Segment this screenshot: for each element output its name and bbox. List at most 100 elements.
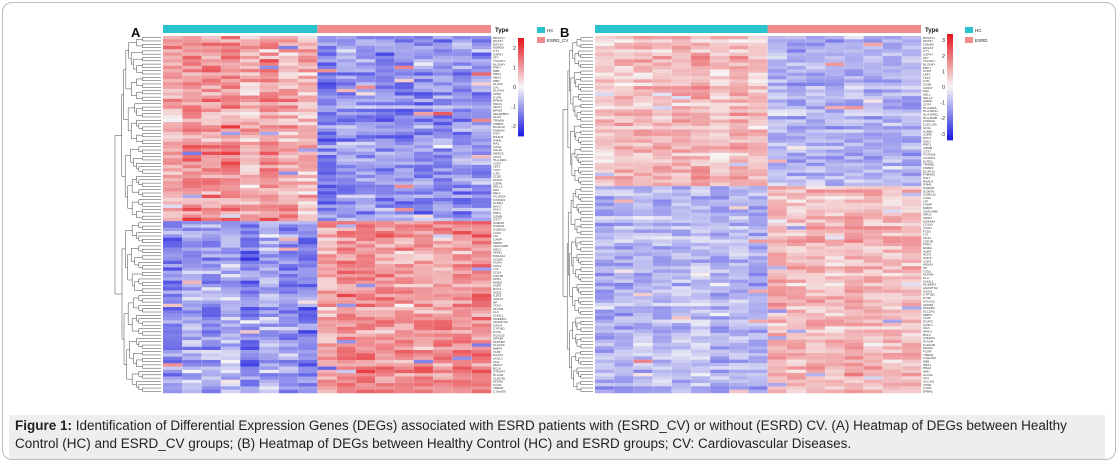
heatmap-cell <box>433 247 453 252</box>
heatmap-cell <box>182 240 202 245</box>
heatmap-cell <box>163 343 183 347</box>
heatmap-cell <box>298 178 318 182</box>
heatmap-cell <box>882 219 903 224</box>
heatmap-cell <box>394 42 415 47</box>
heatmap-cell <box>413 72 434 76</box>
heatmap-cell <box>298 333 318 338</box>
heatmap-cell <box>182 250 202 255</box>
heatmap-cell <box>882 59 903 63</box>
heatmap-cell <box>240 359 260 364</box>
heatmap-cell <box>278 145 299 149</box>
heatmap-cell <box>786 289 807 294</box>
heatmap-cell <box>767 376 788 380</box>
heatmap-cell <box>901 92 922 97</box>
gene-label: CA1 <box>493 85 499 89</box>
heatmap-cell <box>710 216 730 220</box>
heatmap-cell <box>201 181 222 185</box>
heatmap-cell <box>355 316 376 321</box>
heatmap-cell <box>633 252 653 257</box>
heatmap-cell <box>671 326 692 330</box>
heatmap-cell <box>298 369 318 374</box>
heatmap-cell <box>278 287 299 291</box>
heatmap-cell <box>413 164 434 169</box>
color-scale-tick: 1 <box>942 69 945 75</box>
heatmap-cell <box>882 322 903 327</box>
heatmap-cell <box>633 76 653 80</box>
heatmap-cell <box>317 316 337 321</box>
heatmap-cell <box>355 346 376 351</box>
heatmap-cell <box>786 359 807 364</box>
heatmap-cell <box>633 262 653 267</box>
heatmap-cell <box>452 383 473 387</box>
gene-label: AHSP <box>923 383 931 387</box>
heatmap-cell <box>844 49 864 53</box>
heatmap-cell <box>863 39 883 43</box>
heatmap-cell <box>182 214 202 219</box>
heatmap-cell <box>729 152 749 157</box>
heatmap-cell <box>471 346 492 351</box>
heatmap-cell <box>614 232 634 237</box>
heatmap-cell <box>182 174 202 179</box>
heatmap-cell <box>882 312 903 317</box>
heatmap-cell <box>452 125 473 129</box>
heatmap-cell <box>394 369 415 374</box>
heatmap-cell <box>163 194 183 199</box>
heatmap-cell <box>452 336 473 341</box>
heatmap-cell <box>259 359 280 364</box>
heatmap-cell <box>452 78 473 83</box>
heatmap-cell <box>882 316 903 320</box>
heatmap-cell <box>805 262 826 267</box>
heatmap-cell <box>220 184 241 189</box>
heatmap-cell <box>805 209 826 214</box>
heatmap-cell <box>786 99 807 103</box>
heatmap-cell <box>805 206 826 210</box>
dendrogram-branch <box>136 359 143 367</box>
gene-labels: RPS4Y1DDX3YKDM5DEIF1AYUTYUSP9YZFYTXLNGYN… <box>923 36 938 394</box>
heatmap-cell <box>805 292 826 297</box>
heatmap-cell <box>805 86 826 90</box>
heatmap-cell <box>614 209 634 214</box>
heatmap-cell <box>259 224 280 228</box>
heatmap-cell <box>614 296 634 300</box>
heatmap-cell <box>298 270 318 275</box>
heatmap-cell <box>336 244 357 248</box>
heatmap-cell <box>433 297 453 301</box>
color-scale-tick: -3 <box>940 132 945 138</box>
heatmap-cell <box>355 254 376 258</box>
heatmap-cell <box>394 75 415 80</box>
gene-label: NLGN4Y <box>923 63 935 67</box>
heatmap-cell <box>259 287 280 291</box>
dendrogram-branch <box>136 78 143 86</box>
color-scale-step <box>518 128 524 132</box>
heatmap-cell <box>394 383 415 387</box>
color-scale-step <box>947 87 953 91</box>
heatmap-cell <box>748 219 768 224</box>
heatmap-cell <box>471 214 492 219</box>
heatmap-cell <box>729 212 749 217</box>
heatmap-cell <box>317 171 337 176</box>
heatmap-cell <box>671 62 692 67</box>
heatmap-cell <box>471 356 492 361</box>
heatmap-cell <box>201 201 222 205</box>
heatmap-cell <box>452 283 473 288</box>
heatmap-cell <box>452 356 473 361</box>
heatmap-cell <box>882 352 903 357</box>
heatmap-cell <box>690 252 711 257</box>
heatmap-cell <box>471 39 492 43</box>
heatmap-cell <box>882 216 903 220</box>
heatmap-cell <box>182 62 202 66</box>
heatmap-cell <box>182 78 202 83</box>
heatmap-cell <box>882 136 903 140</box>
heatmap-cell <box>633 312 653 317</box>
heatmap-cell <box>336 145 357 149</box>
heatmap-cell <box>163 353 183 357</box>
heatmap-cell <box>355 274 376 278</box>
heatmap-cell <box>863 206 883 210</box>
heatmap-cell <box>259 211 280 215</box>
heatmap-cell <box>182 359 202 364</box>
heatmap-cell <box>182 49 202 53</box>
heatmap-cell <box>220 307 241 311</box>
heatmap-cell <box>863 222 883 227</box>
heatmap-cell <box>901 199 922 204</box>
heatmap-cell <box>671 309 692 314</box>
